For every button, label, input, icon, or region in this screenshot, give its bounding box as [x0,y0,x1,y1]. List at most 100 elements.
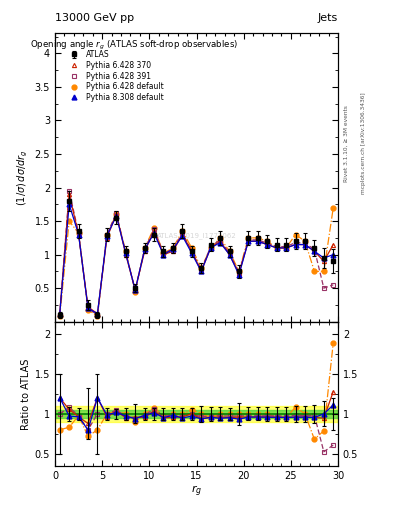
Pythia 8.308 default [105,233,109,239]
Pythia 6.428 370 [274,245,279,251]
Pythia 6.428 391 [321,285,326,291]
Pythia 8.308 default [152,230,156,236]
Pythia 8.308 default [76,231,81,238]
Pythia 6.428 391 [274,244,279,250]
Pythia 6.428 370 [255,238,260,244]
Pythia 6.428 370 [293,242,298,248]
Pythia 6.428 370 [76,231,81,238]
Line: Pythia 6.428 391: Pythia 6.428 391 [58,189,335,317]
Text: mcplots.cern.ch [arXiv:1306.3436]: mcplots.cern.ch [arXiv:1306.3436] [361,93,366,194]
Pythia 6.428 370 [321,258,326,264]
Text: 13000 GeV pp: 13000 GeV pp [55,13,134,23]
Pythia 8.308 default [199,268,204,274]
Text: Jets: Jets [318,13,338,23]
Pythia 6.428 391 [105,231,109,238]
Pythia 8.308 default [95,311,100,317]
Pythia 6.428 default [133,288,138,294]
Pythia 6.428 391 [237,270,241,276]
X-axis label: $r_g$: $r_g$ [191,483,202,499]
Pythia 6.428 391 [123,250,128,257]
Pythia 6.428 default [312,268,317,274]
Pythia 6.428 default [142,245,147,251]
Pythia 6.428 default [274,245,279,251]
Pythia 6.428 default [189,245,194,251]
Pythia 6.428 370 [114,211,119,218]
Pythia 6.428 370 [67,191,72,197]
Pythia 6.428 391 [218,237,222,243]
Pythia 6.428 370 [208,245,213,251]
Pythia 6.428 370 [237,270,241,276]
Pythia 6.428 370 [284,245,288,251]
Pythia 6.428 default [255,235,260,241]
Bar [55,410,338,418]
Pythia 6.428 391 [67,188,72,194]
Pythia 6.428 default [67,218,72,224]
Pythia 6.428 default [246,235,251,241]
Pythia 6.428 default [171,245,175,251]
Pythia 6.428 default [284,245,288,251]
Pythia 6.428 370 [246,238,251,244]
Pythia 6.428 391 [331,282,336,288]
Pythia 6.428 default [321,268,326,274]
Pythia 6.428 370 [123,251,128,258]
Pythia 8.308 default [142,246,147,252]
Pythia 8.308 default [303,242,307,248]
Pythia 6.428 default [57,313,62,319]
Pythia 6.428 391 [199,267,204,273]
Pythia 6.428 370 [265,242,270,248]
Pythia 8.308 default [237,272,241,278]
Pythia 6.428 391 [227,250,232,257]
Pythia 6.428 391 [152,226,156,232]
Pythia 6.428 391 [57,312,62,318]
Pythia 6.428 default [208,245,213,251]
Pythia 6.428 370 [180,231,185,238]
Pythia 6.428 391 [86,305,90,311]
Legend: ATLAS, Pythia 6.428 370, Pythia 6.428 391, Pythia 6.428 default, Pythia 8.308 de: ATLAS, Pythia 6.428 370, Pythia 6.428 39… [64,49,165,103]
Pythia 6.428 370 [57,311,62,317]
Pythia 8.308 default [246,238,251,244]
Line: Pythia 6.428 370: Pythia 6.428 370 [58,192,335,316]
Pythia 6.428 default [218,235,222,241]
Pythia 8.308 default [161,251,166,258]
Pythia 6.428 391 [161,250,166,257]
Pythia 6.428 391 [246,237,251,243]
Pythia 8.308 default [114,212,119,219]
Pythia 6.428 391 [265,240,270,246]
Pythia 8.308 default [208,245,213,251]
Pythia 8.308 default [312,248,317,254]
Bar [55,406,338,422]
Pythia 8.308 default [284,245,288,251]
Pythia 6.428 370 [161,251,166,258]
Pythia 8.308 default [274,245,279,251]
Pythia 6.428 370 [152,228,156,234]
Pythia 8.308 default [133,287,138,293]
Pythia 8.308 default [321,255,326,261]
Pythia 6.428 default [331,205,336,211]
Pythia 6.428 default [227,248,232,254]
Pythia 6.428 391 [133,287,138,293]
Pythia 6.428 391 [114,210,119,216]
Pythia 8.308 default [331,251,336,258]
Text: Opening angle $r_g$ (ATLAS soft-drop observables): Opening angle $r_g$ (ATLAS soft-drop obs… [30,39,238,52]
Pythia 6.428 default [303,238,307,244]
Pythia 6.428 370 [312,248,317,254]
Pythia 6.428 391 [189,248,194,254]
Pythia 6.428 391 [303,240,307,246]
Pythia 6.428 default [180,228,185,234]
Pythia 8.308 default [86,305,90,311]
Pythia 6.428 370 [95,311,100,317]
Y-axis label: Ratio to ATLAS: Ratio to ATLAS [20,358,31,430]
Pythia 6.428 default [86,307,90,313]
Text: Rivet 3.1.10, ≥ 3M events: Rivet 3.1.10, ≥ 3M events [344,105,349,182]
Pythia 8.308 default [265,242,270,248]
Pythia 6.428 391 [255,237,260,243]
Pythia 6.428 370 [105,235,109,241]
Pythia 6.428 370 [133,286,138,292]
Pythia 6.428 default [152,225,156,231]
Pythia 8.308 default [218,240,222,246]
Pythia 6.428 default [76,230,81,236]
Pythia 6.428 370 [171,248,175,254]
Pythia 8.308 default [67,201,72,207]
Pythia 8.308 default [123,250,128,257]
Text: ATLAS_2019_I1772062: ATLAS_2019_I1772062 [157,232,236,239]
